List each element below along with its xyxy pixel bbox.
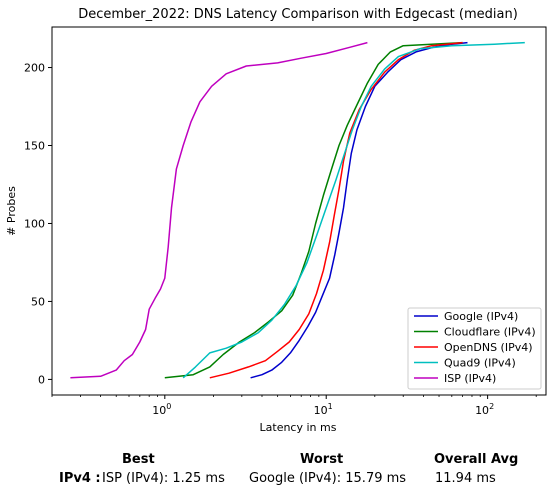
series-line-0 <box>250 41 468 379</box>
summary-best-header: Best <box>122 452 155 467</box>
summary-row-label: IPv4 : <box>59 471 101 486</box>
x-tick-label: 102 <box>475 402 494 417</box>
x-tick-label: 101 <box>314 402 333 417</box>
series-line-1 <box>164 41 463 379</box>
y-tick-label: 150 <box>24 140 45 153</box>
series-line-4 <box>70 41 368 379</box>
summary-best-value: ISP (IPv4): 1.25 ms <box>102 471 225 486</box>
legend: Google (IPv4) Cloudflare (IPv4) OpenDNS (I… <box>407 307 542 390</box>
y-axis-label: # Probes <box>5 186 18 236</box>
series-line-2 <box>209 41 463 379</box>
x-axis-label: Latency in ms <box>260 421 337 434</box>
series-lines <box>70 41 525 379</box>
summary-avg-value: 11.94 ms <box>435 471 496 486</box>
y-tick-label: 100 <box>24 217 45 230</box>
summary-worst-value: Google (IPv4): 15.79 ms <box>249 471 407 486</box>
summary-avg-header: Overall Avg <box>434 452 519 467</box>
axis-ticks: 100 101 102 0 50 100 150 200 <box>24 62 537 417</box>
legend-label: OpenDNS (IPv4) <box>444 341 533 354</box>
x-tick-label: 100 <box>152 402 171 417</box>
y-tick-label: 50 <box>31 295 45 308</box>
legend-label: Google (IPv4) <box>444 310 518 323</box>
summary-worst-header: Worst <box>300 452 344 467</box>
y-tick-label: 0 <box>38 373 45 386</box>
plot-area <box>51 26 547 396</box>
legend-label: Quad9 (IPv4) <box>444 357 516 370</box>
y-tick-label: 200 <box>24 62 45 75</box>
legend-box <box>407 307 542 390</box>
legend-label: ISP (IPv4) <box>444 372 496 385</box>
legend-label: Cloudflare (IPv4) <box>444 326 536 339</box>
series-line-3 <box>182 41 525 379</box>
latency-chart: December_2022: DNS Latency Comparison wi… <box>5 7 547 434</box>
chart-title: December_2022: DNS Latency Comparison wi… <box>78 7 518 22</box>
